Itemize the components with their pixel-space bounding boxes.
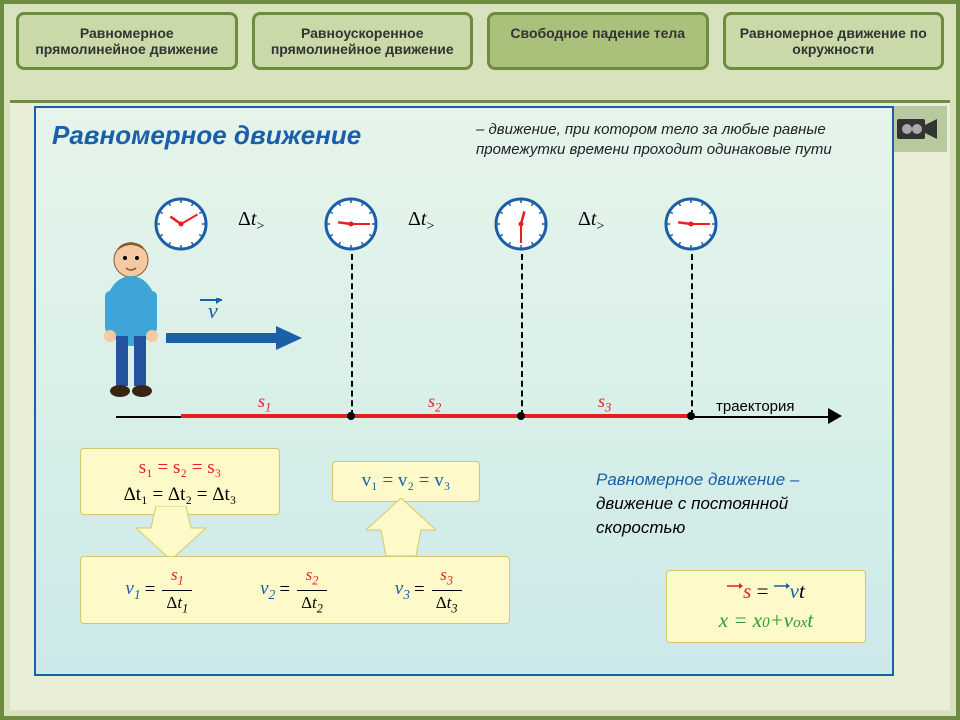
clock-icon — [663, 196, 719, 252]
tab-circular[interactable]: Равномерное движение по окружности — [723, 12, 945, 70]
diagram-title: Равномерное движение — [52, 120, 361, 151]
connector-2 — [366, 498, 436, 562]
dt-label: Δt> — [578, 208, 604, 235]
dt-label: Δt> — [408, 208, 434, 235]
segment-label: s3 — [598, 391, 611, 416]
clock-icon — [323, 196, 379, 252]
tab-free-fall[interactable]: Свободное падение тела — [487, 12, 709, 70]
formula-equal-velocities: v₁ = v₂ = v₃ — [332, 461, 480, 502]
dashed-line — [691, 254, 693, 416]
clock-icon — [153, 196, 209, 252]
tab-accelerated-linear[interactable]: Равноускоренное прямолинейное движение — [252, 12, 474, 70]
trajectory-arrowhead — [828, 408, 842, 424]
person-icon — [96, 236, 166, 411]
clock-icon — [493, 196, 549, 252]
camera-icon[interactable] — [887, 106, 947, 152]
segment-label: s2 — [428, 391, 441, 416]
dashed-line — [351, 254, 353, 416]
tab-uniform-linear[interactable]: Равномерное прямолинейное движение — [16, 12, 238, 70]
page-root: Равномерное прямолинейное движение Равно… — [0, 0, 960, 720]
content-area: Равномерное движение – движение, при кот… — [10, 100, 950, 710]
formula-main: s = vt x = x0+voxt — [666, 570, 866, 643]
dt-label: Δt> — [238, 208, 264, 235]
summary-text: Равномерное движение – движение с постоя… — [596, 468, 866, 539]
dashed-line — [521, 254, 523, 416]
tab-bar: Равномерное прямолинейное движение Равно… — [4, 4, 956, 70]
trajectory-label: траектория — [716, 398, 795, 415]
formula-velocity-fractions: v1=s1Δt1v2=s2Δt2v3=s3Δt3 — [80, 556, 510, 624]
segment-label: s1 — [258, 391, 271, 416]
velocity-vector: v — [166, 298, 306, 363]
diagram-definition: – движение, при котором тело за любые ра… — [476, 120, 876, 159]
diagram-box: Равномерное движение – движение, при кот… — [34, 106, 894, 676]
